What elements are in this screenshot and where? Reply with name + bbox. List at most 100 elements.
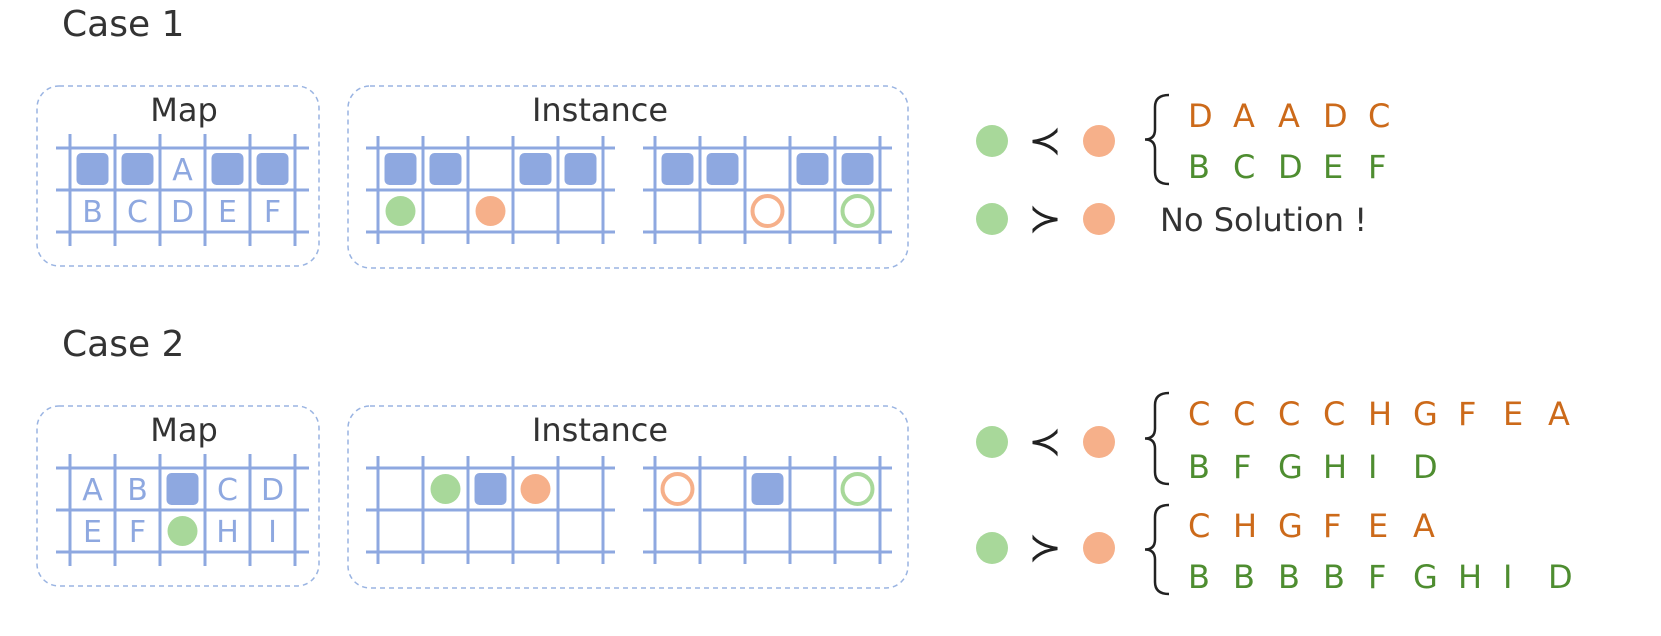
- map-cell-label: F: [264, 195, 281, 230]
- result-row: ≻ C H G F E AB B B B F G H I D: [976, 503, 1573, 596]
- obstacle-icon: [474, 473, 507, 505]
- map-panel: Map A B C D E F H I: [36, 405, 320, 587]
- orange-agent-icon: [1083, 125, 1115, 157]
- brace-icon: [1144, 93, 1170, 186]
- obstacle-icon: [166, 473, 199, 505]
- green-path-step: F: [1368, 148, 1386, 186]
- map-cell-label: B: [127, 473, 148, 508]
- orange-agent-icon: [1083, 532, 1115, 564]
- map-cell-label: A: [172, 153, 193, 188]
- map-cell-label: H: [216, 515, 239, 550]
- start-grid: [366, 136, 615, 244]
- green-path-step: D: [1548, 558, 1573, 596]
- precedes-icon: ≺: [1028, 419, 1062, 465]
- obstacle-icon: [76, 153, 109, 185]
- orange-agent-icon: [520, 474, 551, 504]
- green-agent-icon: [976, 532, 1008, 564]
- map-cell-label: D: [171, 195, 194, 230]
- orange-goal-icon: [750, 194, 785, 228]
- map-cell-label: E: [218, 195, 237, 230]
- green-path-step: I: [1503, 558, 1512, 596]
- map-title: Map: [150, 411, 218, 449]
- orange-path-step: C: [1188, 395, 1210, 433]
- instance-panel: Instance: [347, 405, 909, 589]
- orange-path-step: E: [1368, 507, 1388, 545]
- map-title: Map: [150, 91, 218, 129]
- orange-agent-icon: [475, 196, 506, 226]
- map-cell-label: I: [268, 515, 277, 550]
- orange-path-step: A: [1233, 97, 1255, 135]
- brace-icon: [1144, 391, 1170, 486]
- obstacle-icon: [429, 153, 462, 185]
- orange-path-step: H: [1233, 507, 1257, 545]
- orange-path-step: H: [1368, 395, 1392, 433]
- obstacle-icon: [796, 153, 829, 185]
- green-goal-icon: [840, 472, 875, 506]
- obstacle-icon: [661, 153, 694, 185]
- orange-path-step: A: [1413, 507, 1435, 545]
- obstacle-icon: [564, 153, 597, 185]
- case-title: Case 1: [62, 4, 184, 45]
- green-goal-icon: [840, 194, 875, 228]
- result-row: ≻ No Solution !: [976, 196, 1367, 242]
- obstacle-icon: [519, 153, 552, 185]
- precedes-icon: ≺: [1028, 118, 1062, 164]
- orange-path-step: D: [1188, 97, 1213, 135]
- obstacle-icon: [121, 153, 154, 185]
- orange-path-step: G: [1278, 507, 1303, 545]
- green-path-step: B: [1323, 558, 1345, 596]
- result-row: ≺D A A D CB C D E F: [976, 93, 1390, 186]
- map-cell-label: D: [261, 473, 284, 508]
- green-path-step: G: [1413, 558, 1438, 596]
- green-path-step: C: [1233, 148, 1255, 186]
- orange-path-step: E: [1503, 395, 1523, 433]
- case-title: Case 2: [62, 324, 184, 365]
- green-path-step: D: [1278, 148, 1303, 186]
- orange-path-step: F: [1323, 507, 1341, 545]
- map-cell-label: C: [127, 195, 148, 230]
- instance-panel-border: [347, 85, 909, 269]
- green-path-step: B: [1233, 558, 1255, 596]
- orange-agent-icon: [1083, 426, 1115, 458]
- green-path-step: G: [1278, 448, 1303, 486]
- green-path-step: F: [1233, 448, 1251, 486]
- green-agent-icon: [976, 203, 1008, 235]
- green-agent-icon: [976, 125, 1008, 157]
- succeeds-icon: ≻: [1028, 196, 1062, 242]
- goal-grid: [643, 136, 892, 244]
- map-panel-border: [36, 85, 320, 267]
- obstacle-icon: [841, 153, 874, 185]
- orange-path-step: D: [1323, 97, 1348, 135]
- green-agent-icon: [976, 426, 1008, 458]
- map-cell-label: F: [129, 515, 146, 550]
- obstacle-icon: [256, 153, 289, 185]
- map-cell-label: C: [217, 473, 238, 508]
- obstacle-icon: [706, 153, 739, 185]
- orange-path-step: C: [1188, 507, 1210, 545]
- green-path-step: B: [1188, 148, 1210, 186]
- brace-icon: [1144, 503, 1170, 596]
- orange-path-step: C: [1323, 395, 1345, 433]
- orange-path-step: A: [1548, 395, 1570, 433]
- instance-title: Instance: [532, 411, 668, 449]
- green-path-step: F: [1368, 558, 1386, 596]
- goal-grid: [643, 456, 892, 564]
- result-row: ≺C C C C H G F E AB F G H I D: [976, 391, 1570, 486]
- orange-goal-icon: [660, 472, 695, 506]
- map-cell-label: B: [82, 195, 103, 230]
- orange-path-step: A: [1278, 97, 1300, 135]
- orange-path-step: C: [1233, 395, 1255, 433]
- obstacle-icon: [211, 153, 244, 185]
- green-agent-icon: [167, 516, 198, 546]
- green-path-step: H: [1323, 448, 1347, 486]
- instance-title: Instance: [532, 91, 668, 129]
- map-panel: Map A B C D E F: [36, 85, 320, 267]
- obstacle-icon: [751, 473, 784, 505]
- green-path-step: B: [1278, 558, 1300, 596]
- green-path-step: B: [1188, 558, 1210, 596]
- map-cell-label: E: [83, 515, 102, 550]
- orange-path-step: C: [1368, 97, 1390, 135]
